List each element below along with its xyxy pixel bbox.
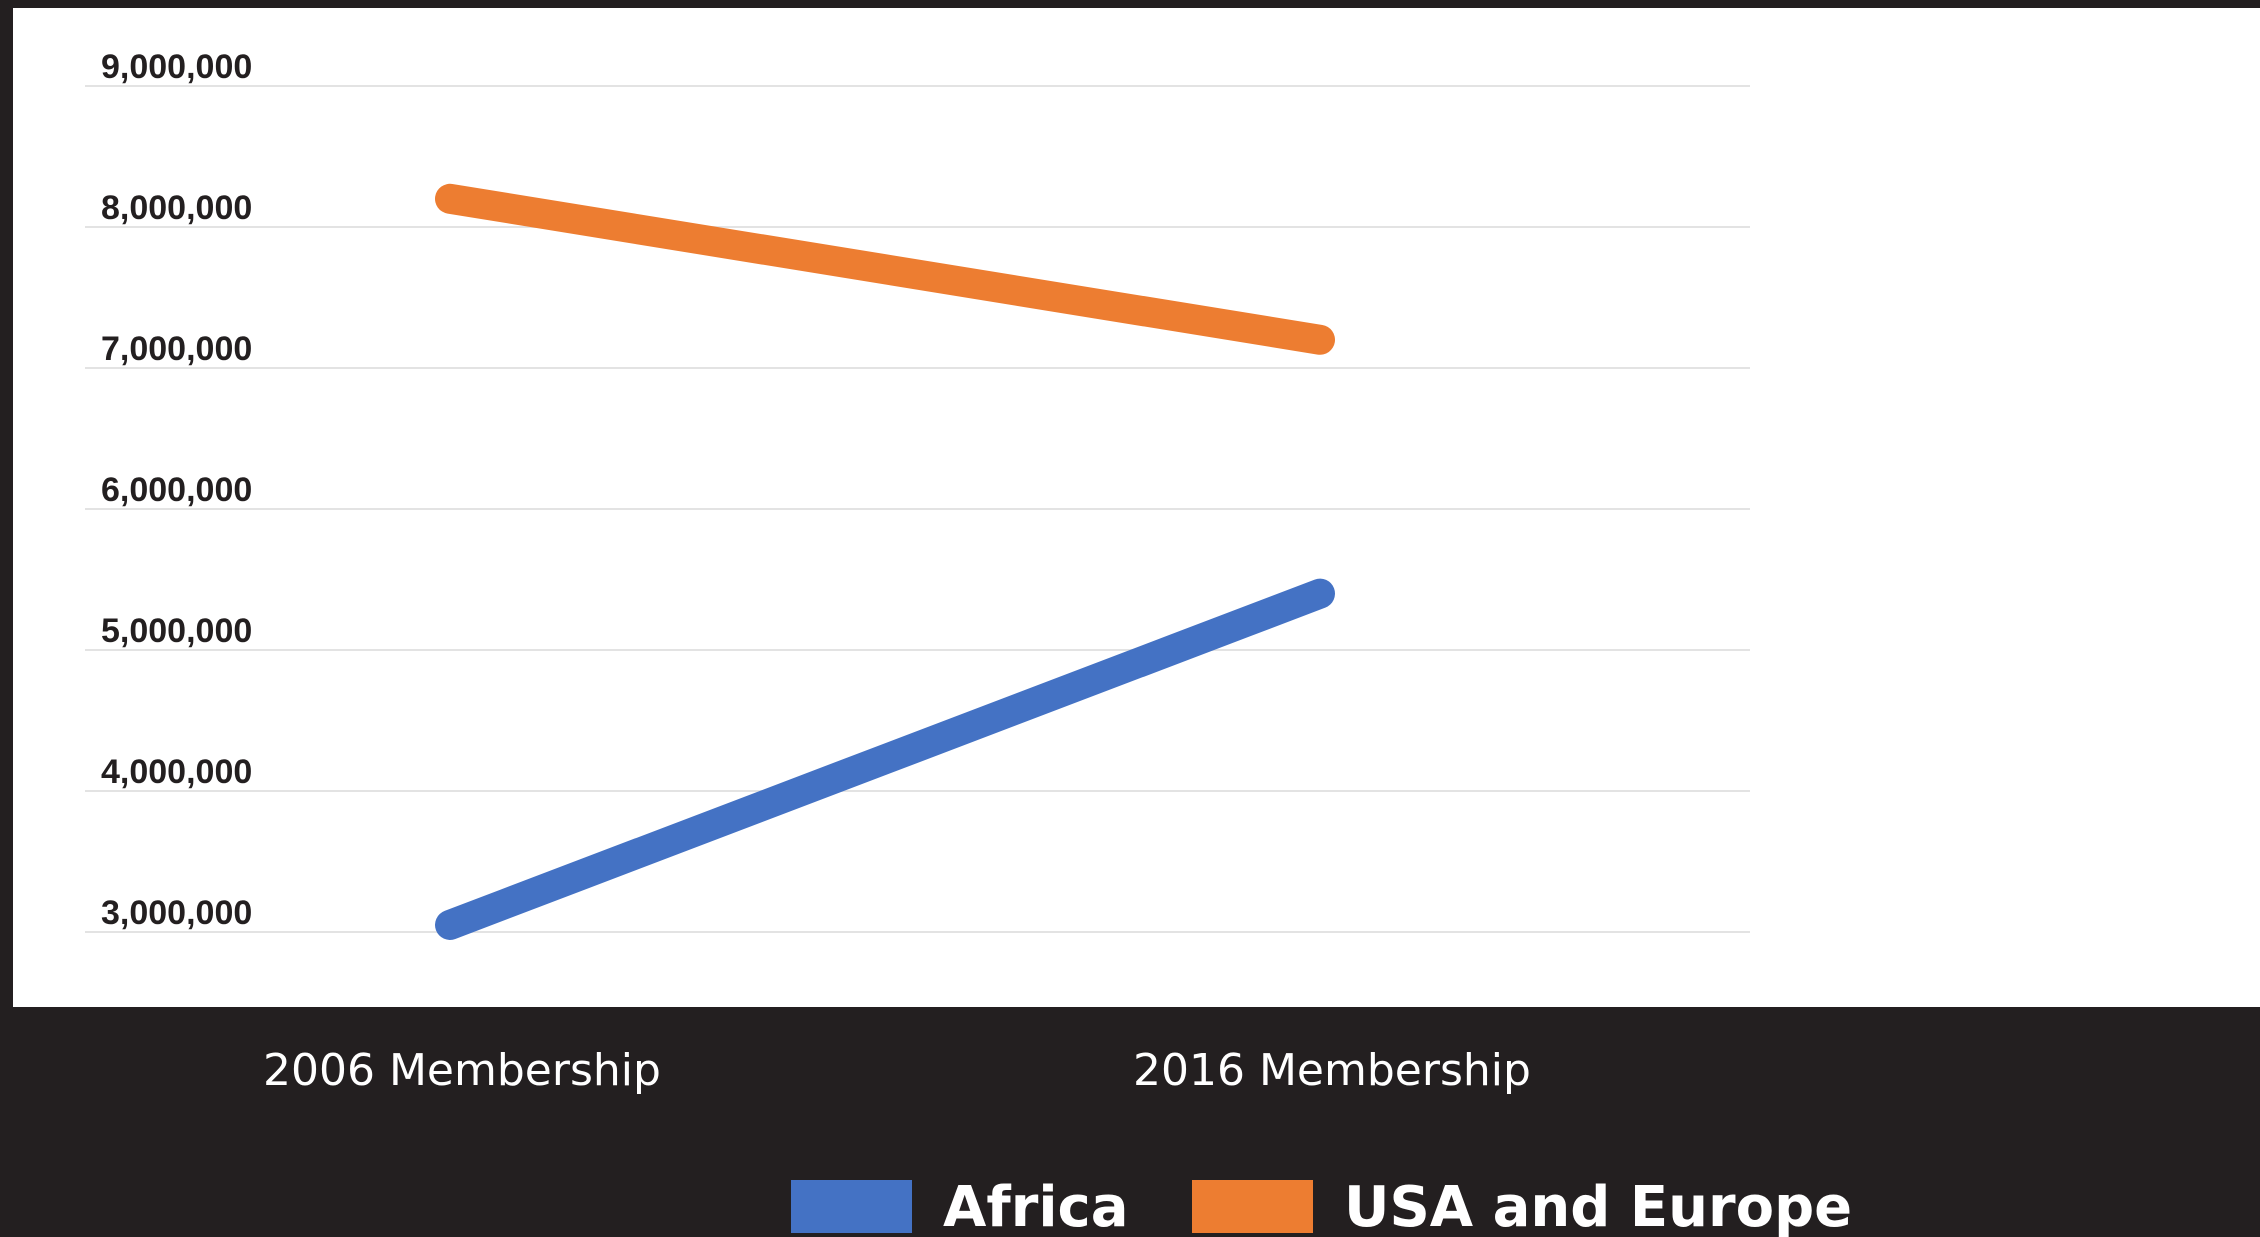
legend-label: USA and Europe bbox=[1344, 1175, 1852, 1237]
x-tick-label: 2016 Membership bbox=[1133, 1045, 1531, 1096]
series-line-africa bbox=[435, 578, 1335, 940]
x-tick-label: 2006 Membership bbox=[263, 1045, 661, 1096]
legend-label: Africa bbox=[943, 1175, 1129, 1237]
legend-swatch bbox=[791, 1180, 912, 1233]
legend-swatch bbox=[1192, 1180, 1313, 1233]
y-tick-label: 7,000,000 bbox=[101, 330, 252, 368]
x-axis-ticks: 2006 Membership 2016 Membership bbox=[263, 1045, 1531, 1096]
series-line-usa-europe bbox=[435, 183, 1335, 355]
y-tick-label: 4,000,000 bbox=[101, 753, 252, 791]
y-tick-label: 5,000,000 bbox=[101, 612, 252, 650]
y-axis-ticks: 3,000,000 4,000,000 5,000,000 6,000,000 7,00… bbox=[101, 48, 252, 932]
y-tick-label: 8,000,000 bbox=[101, 189, 252, 227]
y-tick-label: 6,000,000 bbox=[101, 471, 252, 509]
plot-area bbox=[13, 8, 2260, 1007]
y-tick-label: 3,000,000 bbox=[101, 894, 252, 932]
legend: Africa USA and Europe bbox=[791, 1175, 1852, 1237]
y-tick-label: 9,000,000 bbox=[101, 48, 252, 86]
gridlines bbox=[85, 85, 1750, 933]
series-lines bbox=[435, 183, 1335, 940]
